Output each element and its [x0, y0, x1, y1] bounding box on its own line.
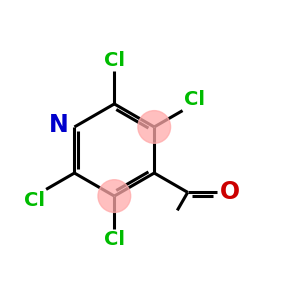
Text: Cl: Cl: [24, 191, 45, 210]
Circle shape: [138, 111, 171, 143]
Circle shape: [98, 180, 131, 212]
Text: Cl: Cl: [104, 51, 125, 70]
Text: Cl: Cl: [184, 90, 205, 109]
Text: Cl: Cl: [104, 230, 125, 249]
Text: N: N: [49, 113, 69, 137]
Text: O: O: [220, 180, 240, 204]
